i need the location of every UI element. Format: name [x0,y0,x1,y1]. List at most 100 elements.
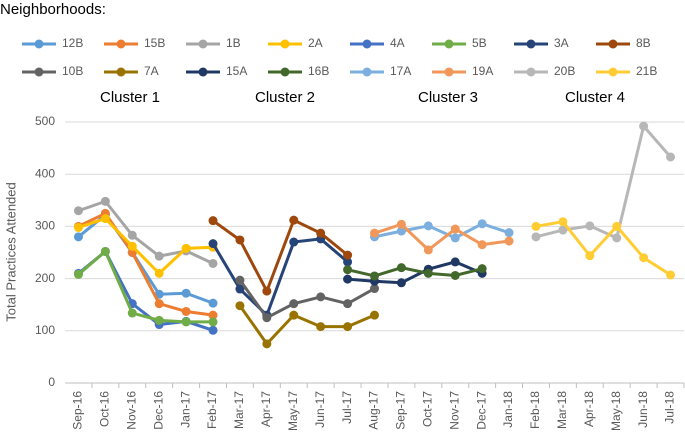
data-point [477,240,487,250]
data-point [235,275,245,285]
data-point [612,221,622,231]
x-tick-label: Jan-17 [178,391,192,428]
x-tick-label: May-17 [286,391,300,431]
legend-title: Neighborhoods: [0,1,106,18]
legend-label: 5B [472,36,487,50]
data-point [504,228,514,238]
cluster-label: Cluster 1 [100,89,160,106]
legend-label: 15B [144,36,165,50]
x-tick-label: Sep-16 [71,391,85,430]
legend-label: 10B [62,64,83,78]
legend-marker [116,67,126,77]
series-line [211,237,349,318]
data-point [208,258,218,268]
data-point [639,121,649,131]
data-point [208,298,218,308]
series-line [238,279,376,320]
data-point [127,308,137,318]
data-point [154,251,164,261]
data-point [208,325,218,335]
legend-marker [198,67,208,77]
data-point [73,269,83,279]
series-line [77,199,214,265]
x-tick-label: Dec-16 [151,391,165,430]
data-point [316,322,326,332]
data-point [423,268,433,278]
data-point [127,230,137,240]
data-point [289,310,299,320]
series-line [77,249,214,332]
series-line [347,266,483,278]
legend-marker [362,39,372,49]
data-point [477,219,487,229]
data-point [585,221,595,231]
data-point [370,284,379,294]
series-line [212,218,349,295]
x-tick-label: Apr-17 [259,391,273,427]
x-tick-label: Mar-17 [232,391,246,429]
data-point [504,236,514,246]
data-point [316,228,326,238]
data-point [423,245,433,255]
x-tick-label: Feb-18 [528,391,542,429]
legend-marker [444,67,454,77]
data-point [154,268,164,278]
data-point [154,315,164,325]
x-tick-label: Jul-18 [663,391,677,424]
legend-label: 21B [636,64,657,78]
data-point [450,224,460,234]
legend-marker [444,39,454,49]
data-point [316,292,326,302]
series-line [535,220,672,277]
cluster-label: Cluster 4 [565,89,625,106]
legend-label: 2A [308,36,323,50]
data-point [73,222,83,232]
data-point [396,278,406,288]
x-tick-label: Nov-17 [447,391,461,430]
x-tick-label: Nov-16 [124,391,138,430]
data-point [127,241,137,251]
data-point [208,310,218,320]
data-point [666,152,676,162]
data-point [612,233,622,243]
data-point [181,306,191,316]
data-point [208,216,218,226]
x-tick-label: Dec-17 [474,391,488,430]
data-point [558,217,568,227]
data-point [100,214,110,224]
legend-marker [34,39,44,49]
data-point [370,271,379,281]
legend-marker [608,67,618,77]
data-point [477,264,487,274]
x-tick-label: Mar-18 [555,391,569,429]
legend-label: 16B [308,64,329,78]
data-point [235,235,245,245]
legend-marker [116,39,126,49]
legend-marker [608,39,618,49]
y-axis-label: Total Practices Attended [3,182,18,321]
data-point [450,270,460,280]
x-tick-label: May-18 [609,391,623,431]
data-point [639,253,649,263]
data-point [370,228,379,238]
data-point [235,301,245,311]
legend-marker [526,39,536,49]
x-tick-label: Jul-17 [340,391,354,424]
data-point [343,265,353,275]
data-point [343,257,353,267]
series-line [535,123,672,240]
data-point [289,299,299,309]
legend-label: 15A [226,64,247,78]
y-tick-label: 500 [35,114,55,128]
data-point [262,339,272,349]
legend-marker [198,39,208,49]
data-point [262,313,272,323]
y-tick-label: 400 [35,166,55,180]
legend-marker [34,67,44,77]
legend-label: 17A [390,64,411,78]
data-point [208,239,218,249]
legend-label: 20B [554,64,575,78]
data-point [343,299,353,309]
legend-marker [280,67,290,77]
